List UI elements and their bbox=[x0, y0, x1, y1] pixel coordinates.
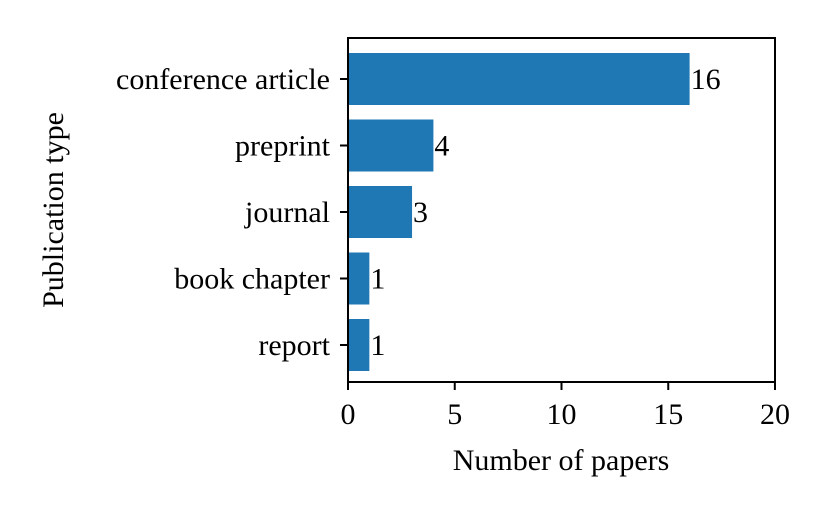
x-tick-label-20: 20 bbox=[760, 398, 790, 431]
y-tick-label-report: report bbox=[258, 329, 330, 362]
x-tick-label-0: 0 bbox=[341, 398, 356, 431]
bar-preprint bbox=[348, 119, 434, 172]
bar-report bbox=[348, 319, 370, 371]
y-axis: conference article preprint journal book ch… bbox=[116, 63, 348, 362]
bar-journal bbox=[348, 186, 413, 238]
x-tick-label-15: 15 bbox=[653, 398, 683, 431]
data-label-book-chapter: 1 bbox=[370, 263, 385, 296]
bar-conference-article bbox=[348, 53, 690, 105]
bar-book-chapter bbox=[348, 252, 370, 305]
data-label-report: 1 bbox=[370, 329, 385, 362]
y-tick-label-conference-article: conference article bbox=[116, 63, 330, 96]
data-labels-group: 16 43 1 1 bbox=[370, 63, 720, 362]
data-label-preprint: 4 bbox=[434, 130, 449, 163]
data-label-journal: 3 bbox=[413, 196, 428, 229]
y-axis-label: Publication type bbox=[37, 112, 70, 308]
x-tick-label-5: 5 bbox=[447, 398, 462, 431]
y-tick-label-preprint: preprint bbox=[235, 130, 331, 163]
y-tick-label-journal: journal bbox=[244, 196, 330, 229]
x-tick-label-10: 10 bbox=[547, 398, 577, 431]
y-tick-label-book-chapter: book chapter bbox=[174, 263, 330, 296]
data-label-conference-article: 16 bbox=[691, 63, 721, 96]
x-axis: 0 5 10 15 20 bbox=[341, 382, 790, 431]
x-axis-label: Number of papers bbox=[453, 444, 670, 477]
bars-group bbox=[348, 53, 690, 371]
